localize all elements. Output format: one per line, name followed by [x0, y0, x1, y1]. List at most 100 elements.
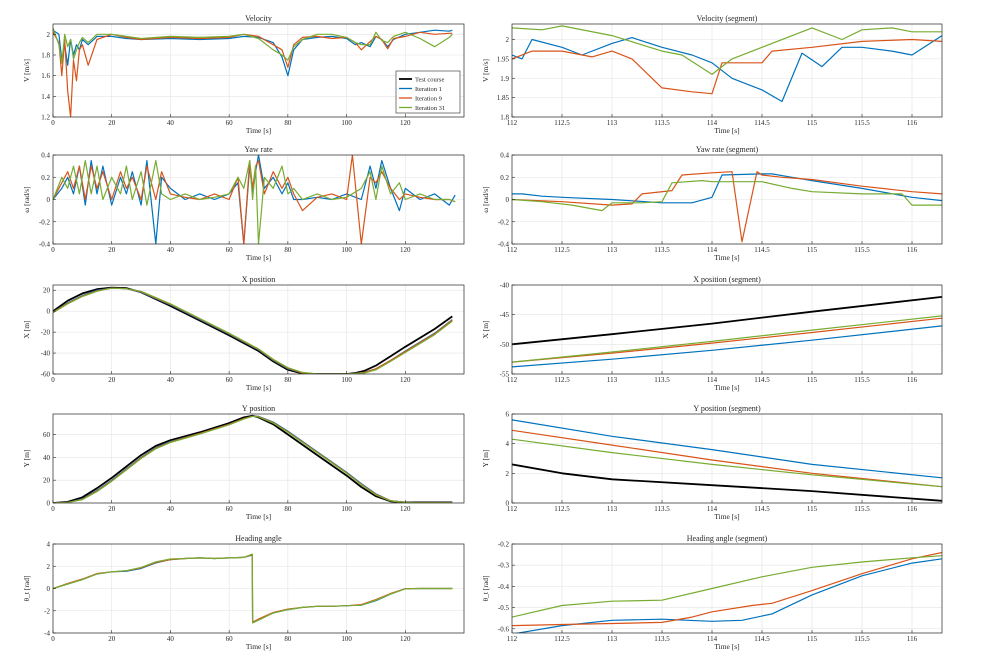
y-tick-label: 1.8: [41, 52, 50, 60]
series-line-iteration-31: [53, 27, 453, 64]
y-tick-label: -0.6: [498, 625, 510, 633]
x-tick-label: 114: [707, 376, 718, 384]
x-axis-label: Time [s]: [714, 512, 739, 521]
x-tick-label: 113.5: [654, 505, 670, 513]
x-tick-label: 100: [341, 635, 352, 643]
series-group: [512, 25, 942, 103]
x-tick-label: 115.5: [854, 119, 870, 127]
x-tick-label: 112.5: [554, 505, 570, 513]
x-tick-label: 116: [907, 505, 918, 513]
y-tick-label: -40: [41, 350, 51, 358]
x-tick-label: 114: [707, 505, 718, 513]
y-axis-label: θ_t [rad]: [481, 576, 490, 602]
x-tick-label: 112.5: [554, 119, 570, 127]
x-tick-label: 115: [807, 376, 818, 384]
series-line-iteration-1: [514, 558, 942, 633]
x-tick-label: 40: [167, 505, 175, 513]
series-line-iteration-31: [512, 555, 942, 618]
axes-box: [511, 23, 943, 118]
series-line-iteration-31: [53, 553, 453, 624]
x-tick-label: 60: [226, 376, 234, 384]
plot-area: [512, 544, 942, 633]
y-tick-label: 60: [43, 431, 51, 439]
y-tick-label: 6: [506, 411, 510, 419]
x-axis-label: Time [s]: [246, 512, 271, 521]
y-tick-label: 0: [506, 196, 510, 204]
series-group: [512, 171, 942, 243]
axes-box: [511, 543, 943, 634]
x-tick-label: 120: [400, 505, 411, 513]
x-tick-label: 115: [807, 246, 818, 254]
series-line-iteration-1: [512, 419, 942, 479]
x-tick-label: 114.5: [754, 119, 770, 127]
x-tick-label: 40: [167, 119, 175, 127]
series-line-iteration-31: [53, 415, 453, 503]
panel-title: Heading angle: [235, 534, 282, 543]
y-tick-label: -0.2: [498, 218, 510, 226]
series-line-iteration-1: [512, 325, 942, 368]
y-tick-label: -0.3: [498, 562, 510, 570]
y-tick-label: 2: [506, 36, 510, 44]
y-tick-label: 1.8: [500, 114, 509, 122]
legend-label: Iteration 9: [415, 95, 442, 102]
y-tick-label: -40: [500, 282, 510, 290]
panel-yposseg: 112 112.5 113 113.5 114 114.5 115 115.5 116 0 2 4 6 Y…: [481, 404, 943, 521]
x-tick-label: 0: [51, 376, 55, 384]
x-tick-label: 80: [284, 505, 292, 513]
y-tick-label: 0: [506, 500, 510, 508]
x-tick-label: 0: [51, 119, 55, 127]
x-tick-label: 114.5: [754, 376, 770, 384]
panel-title: Y position: [242, 404, 275, 413]
series-group: [512, 296, 942, 368]
y-tick-label: -0.2: [39, 218, 51, 226]
x-tick-label: 113.5: [654, 635, 670, 643]
x-tick-label: 60: [226, 246, 234, 254]
y-axis-label: ω [rad/s]: [481, 186, 490, 212]
plot-area: [512, 285, 942, 374]
y-tick-label: 0.4: [41, 152, 50, 160]
x-tick-label: 113: [607, 119, 618, 127]
panel-title: Velocity: [245, 14, 272, 23]
y-tick-label: 2: [506, 470, 510, 478]
y-tick-label: -0.4: [39, 241, 51, 249]
y-tick-label: -0.4: [498, 241, 510, 249]
x-tick-label: 115.5: [854, 505, 870, 513]
x-tick-label: 120: [400, 119, 411, 127]
x-tick-label: 116: [907, 246, 918, 254]
series-group: [53, 553, 453, 624]
y-tick-label: 0: [47, 585, 51, 593]
x-tick-label: 20: [108, 505, 116, 513]
x-tick-label: 114: [707, 635, 718, 643]
series-group: [53, 155, 456, 244]
x-tick-label: 115: [807, 635, 818, 643]
x-tick-label: 116: [907, 635, 918, 643]
legend-label: Test course: [415, 76, 444, 83]
y-tick-label: 0.2: [500, 174, 509, 182]
y-tick-label: 20: [43, 287, 51, 295]
x-tick-label: 112: [507, 376, 518, 384]
panel-title: X position (segment): [693, 275, 761, 284]
x-tick-label: 113.5: [654, 119, 670, 127]
x-tick-label: 112: [507, 505, 518, 513]
panel-title: Yaw rate (segment): [696, 145, 759, 154]
x-tick-label: 40: [167, 376, 175, 384]
panel-vseg: 112 112.5 113 113.5 114 114.5 115 115.5 116 1.8 1.…: [481, 14, 943, 135]
y-axis-label: ω [rad/s]: [22, 186, 31, 212]
panel-title: Heading angle (segment): [687, 534, 768, 543]
x-axis-label: Time [s]: [714, 253, 739, 262]
series-line-iteration-9: [512, 38, 942, 95]
y-tick-label: 2: [47, 563, 51, 571]
axes-box: [511, 284, 943, 375]
panel-xpos: 0 20 40 60 80 100 120 -60 -40 -20 0 20 X position Tim…: [22, 275, 465, 392]
y-axis-label: θ_t [rad]: [22, 576, 31, 602]
series-group: [512, 419, 942, 502]
axes-box: [52, 23, 465, 118]
x-tick-label: 60: [226, 635, 234, 643]
y-tick-label: 20: [43, 477, 51, 485]
x-axis-label: Time [s]: [246, 642, 271, 651]
x-tick-label: 114.5: [754, 505, 770, 513]
series-line-iteration-31: [512, 315, 942, 363]
x-tick-label: 114.5: [754, 246, 770, 254]
x-axis-label: Time [s]: [714, 642, 739, 651]
y-tick-label: 1.95: [497, 55, 510, 63]
